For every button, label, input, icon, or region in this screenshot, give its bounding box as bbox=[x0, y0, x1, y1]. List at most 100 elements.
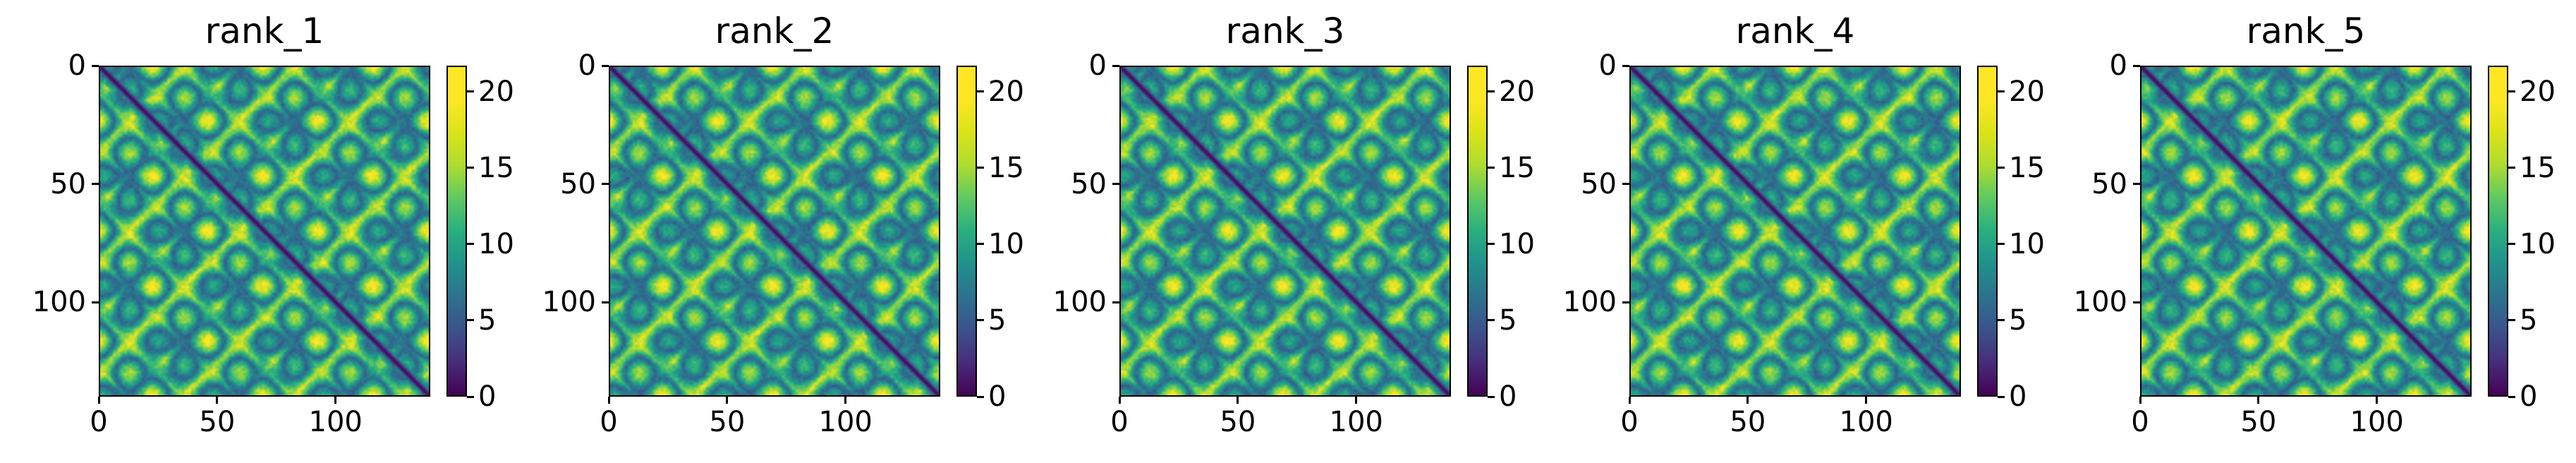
colorbar-tick-mark bbox=[1998, 167, 2005, 169]
colorbar-tick-mark bbox=[1488, 243, 1495, 246]
colorbar-tick-label: 15 bbox=[478, 151, 514, 184]
y-tick-mark bbox=[1622, 183, 1629, 185]
colorbar-tick-mark bbox=[2508, 167, 2515, 169]
x-tick-mark bbox=[97, 397, 100, 404]
x-tick-mark bbox=[607, 397, 610, 404]
y-tick-label: 0 bbox=[1088, 49, 1107, 82]
colorbar-tick-mark bbox=[1488, 167, 1495, 169]
colorbar-tick-mark bbox=[467, 167, 474, 169]
x-tick-mark bbox=[844, 397, 847, 404]
y-tick-mark bbox=[602, 183, 609, 185]
colorbar-tick-label: 10 bbox=[1499, 227, 1535, 260]
heatmap-image bbox=[99, 66, 430, 397]
colorbar-tick-label: 5 bbox=[478, 303, 497, 337]
colorbar-tick-mark bbox=[977, 90, 984, 93]
x-tick-mark bbox=[1746, 397, 1749, 404]
colorbar-tick-label: 10 bbox=[2009, 227, 2045, 260]
colorbar-tick-mark bbox=[1488, 90, 1495, 93]
colorbar bbox=[956, 66, 977, 397]
colorbar-tick-mark bbox=[1488, 395, 1495, 398]
x-tick-label: 0 bbox=[1110, 406, 1129, 438]
x-tick-label: 50 bbox=[199, 406, 236, 438]
heatmap-image bbox=[1119, 66, 1451, 397]
heatmap-image bbox=[2140, 66, 2472, 397]
x-tick-label: 100 bbox=[818, 406, 873, 438]
x-tick-label: 100 bbox=[2350, 406, 2404, 438]
panel-title: rank_3 bbox=[1225, 11, 1345, 52]
heatmap-image bbox=[1629, 66, 1961, 397]
x-tick-label: 100 bbox=[1329, 406, 1383, 438]
colorbar-tick-mark bbox=[977, 243, 984, 246]
colorbar-tick-mark bbox=[467, 319, 474, 322]
y-tick-label: 100 bbox=[1052, 286, 1107, 318]
y-tick-label: 0 bbox=[578, 49, 596, 82]
colorbar-tick-mark bbox=[1998, 90, 2005, 93]
colorbar-tick-label: 10 bbox=[2520, 227, 2556, 260]
colorbar-tick-label: 15 bbox=[2009, 151, 2045, 184]
colorbar-tick-label: 5 bbox=[2009, 303, 2027, 337]
colorbar bbox=[2488, 66, 2508, 397]
colorbar-tick-mark bbox=[1488, 319, 1495, 322]
x-tick-label: 0 bbox=[2131, 406, 2149, 438]
x-tick-mark bbox=[1118, 397, 1121, 404]
y-tick-label: 100 bbox=[1562, 286, 1617, 318]
colorbar-tick-mark bbox=[2508, 243, 2515, 246]
y-tick-label: 50 bbox=[1581, 167, 1617, 200]
colorbar-tick-label: 5 bbox=[988, 303, 1007, 337]
x-tick-label: 50 bbox=[2240, 406, 2277, 438]
x-tick-label: 50 bbox=[709, 406, 746, 438]
y-tick-label: 100 bbox=[32, 286, 86, 318]
y-tick-mark bbox=[1622, 64, 1629, 67]
y-tick-label: 50 bbox=[1071, 167, 1107, 200]
colorbar-tick-label: 15 bbox=[988, 151, 1024, 184]
colorbar-tick-label: 20 bbox=[2520, 75, 2556, 108]
colorbar-tick-label: 0 bbox=[478, 380, 497, 413]
panel-title: rank_2 bbox=[715, 11, 834, 52]
y-tick-label: 50 bbox=[2091, 167, 2127, 200]
colorbar-tick-mark bbox=[977, 395, 984, 398]
x-tick-mark bbox=[1355, 397, 1358, 404]
colorbar-tick-label: 5 bbox=[2520, 303, 2538, 337]
colorbar-tick-mark bbox=[977, 319, 984, 322]
colorbar-tick-label: 0 bbox=[1499, 380, 1517, 413]
x-tick-label: 0 bbox=[1620, 406, 1639, 438]
y-tick-label: 0 bbox=[2109, 49, 2127, 82]
y-tick-label: 50 bbox=[50, 167, 86, 200]
x-tick-mark bbox=[2139, 397, 2141, 404]
colorbar-tick-label: 15 bbox=[1499, 151, 1535, 184]
y-tick-mark bbox=[602, 64, 609, 67]
colorbar bbox=[1467, 66, 1488, 397]
x-tick-label: 50 bbox=[1220, 406, 1256, 438]
y-tick-label: 100 bbox=[542, 286, 596, 318]
x-tick-label: 0 bbox=[90, 406, 108, 438]
y-tick-mark bbox=[1622, 301, 1629, 303]
colorbar-tick-label: 20 bbox=[988, 75, 1024, 108]
colorbar bbox=[446, 66, 467, 397]
y-tick-mark bbox=[2133, 301, 2140, 303]
y-tick-label: 0 bbox=[68, 49, 86, 82]
y-tick-mark bbox=[92, 64, 99, 67]
colorbar-tick-mark bbox=[1998, 243, 2005, 246]
colorbar-tick-label: 10 bbox=[988, 227, 1024, 260]
colorbar-tick-label: 20 bbox=[1499, 75, 1535, 108]
colorbar-tick-label: 20 bbox=[478, 75, 514, 108]
x-tick-mark bbox=[2257, 397, 2260, 404]
y-tick-mark bbox=[2133, 183, 2140, 185]
colorbar-tick-mark bbox=[2508, 319, 2515, 322]
colorbar-tick-label: 15 bbox=[2520, 151, 2556, 184]
colorbar-tick-mark bbox=[467, 243, 474, 246]
colorbar-tick-label: 0 bbox=[2520, 380, 2538, 413]
heatmap-image bbox=[609, 66, 940, 397]
y-tick-label: 0 bbox=[1598, 49, 1617, 82]
colorbar-tick-mark bbox=[2508, 90, 2515, 93]
x-tick-label: 0 bbox=[600, 406, 618, 438]
x-tick-mark bbox=[1865, 397, 1868, 404]
colorbar-tick-mark bbox=[2508, 395, 2515, 398]
colorbar bbox=[1977, 66, 1998, 397]
colorbar-tick-mark bbox=[1998, 395, 2005, 398]
y-tick-mark bbox=[92, 183, 99, 185]
x-tick-mark bbox=[1628, 397, 1631, 404]
y-tick-mark bbox=[1112, 301, 1119, 303]
colorbar-tick-mark bbox=[1998, 319, 2005, 322]
colorbar-tick-mark bbox=[977, 167, 984, 169]
